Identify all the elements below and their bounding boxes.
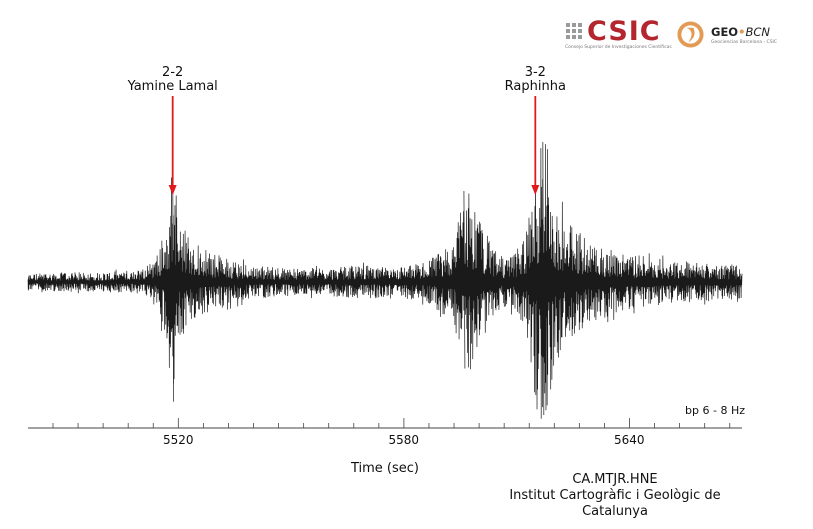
trace-series-line — [27, 141, 743, 419]
event-arrow-head — [168, 185, 177, 195]
event-label-number: 2-2 — [162, 65, 183, 80]
station-info: CA.MTJR.HNE Institut Cartogràfic i Geolò… — [505, 472, 725, 520]
event-label-player: Yamine Lamal — [127, 79, 218, 94]
institution-logos: CSIC Consejo Superior de Investigaciones… — [565, 16, 795, 56]
event-arrow-head — [531, 185, 540, 195]
time-axis: 5520 5580 5640 — [28, 418, 742, 447]
csic-subtitle: Consejo Superior de Investigaciones Cien… — [565, 45, 672, 50]
station-institution-line1: Institut Cartogràfic i Geològic de — [509, 488, 721, 503]
event-label-number: 3-2 — [525, 65, 546, 80]
geo-bcn-emblem-icon — [677, 21, 704, 48]
event-label-player: Raphinha — [505, 79, 566, 94]
station-code: CA.MTJR.HNE — [572, 472, 658, 487]
x-tick-label: 5580 — [389, 433, 420, 447]
seismic-trace — [27, 141, 743, 419]
csic-emblem-icon — [566, 23, 582, 39]
x-tick-label: 5520 — [163, 433, 194, 447]
csic-logo: CSIC — [587, 16, 661, 47]
x-tick-label: 5640 — [614, 433, 645, 447]
x-axis-label: Time (sec) — [350, 461, 419, 476]
geo-bcn-logo: GEO•BCN — [711, 25, 770, 39]
filter-band-label: bp 6 - 8 Hz — [685, 404, 745, 417]
geo-bcn-subtitle: Geociencias Barcelona - CSIC — [711, 40, 778, 45]
station-institution-line2: Catalunya — [582, 504, 648, 519]
